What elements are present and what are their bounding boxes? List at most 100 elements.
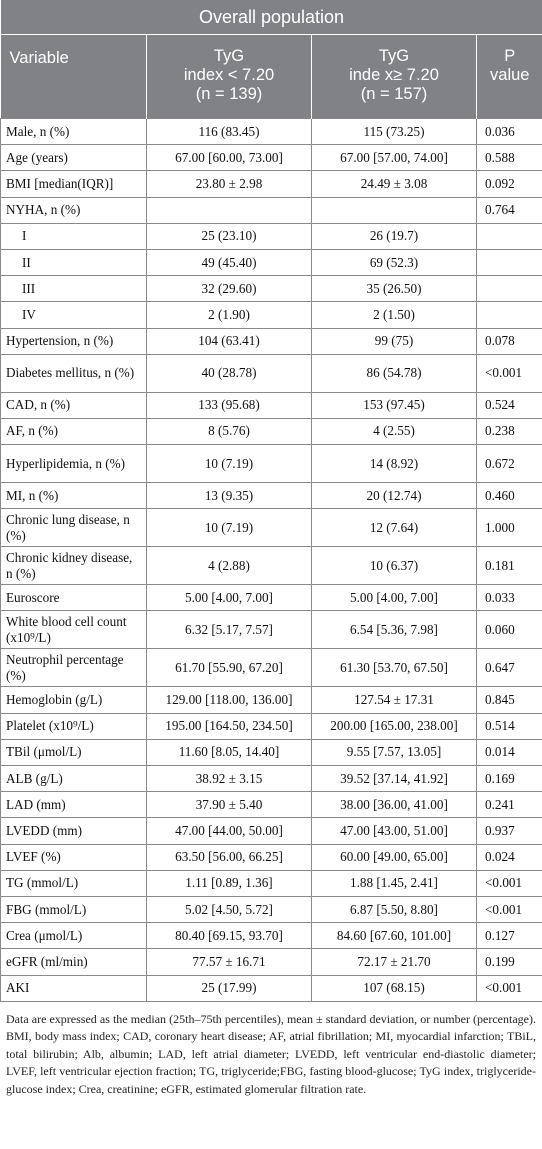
table-row: Diabetes mellitus, n (%) 40 (28.78) 86 (54… bbox=[0, 353, 542, 393]
table-row: Platelet (x10⁹/L) 195.00 [164.50, 234.50]… bbox=[0, 712, 542, 740]
cell-p-value: 0.241 bbox=[475, 791, 542, 819]
cell-variable: Neutrophil percentage (%) bbox=[0, 648, 147, 688]
cell-group-high: 127.54 ± 17.31 bbox=[311, 686, 477, 714]
cell-p-value: 0.845 bbox=[475, 686, 542, 714]
cell-variable: CAD, n (%) bbox=[0, 391, 147, 419]
cell-group-low: 116 (83.45) bbox=[146, 117, 312, 146]
cell-group-high: 69 (52.3) bbox=[311, 248, 477, 277]
table-row: TBil (μmol/L) 11.60 [8.05, 14.40] 9.55 [7.… bbox=[0, 738, 542, 767]
table-row: MI, n (%) 13 (9.35) 20 (12.74) 0.460 bbox=[0, 482, 542, 510]
cell-group-low: 5.02 [4.50, 5.72] bbox=[146, 895, 312, 924]
cell-group-low: 25 (17.99) bbox=[146, 974, 312, 1002]
cell-variable: Chronic lung disease, n (%) bbox=[0, 508, 147, 548]
cell-variable: LAD (mm) bbox=[0, 791, 147, 819]
cell-group-low: 49 (45.40) bbox=[146, 248, 312, 277]
header-variable: Variable bbox=[0, 34, 147, 119]
table-row: Chronic kidney disease, n (%) 4 (2.88) 10 … bbox=[0, 546, 542, 586]
cell-group-low: 5.00 [4.00, 7.00] bbox=[146, 584, 312, 612]
table-title: Overall population bbox=[0, 0, 542, 35]
cell-group-low: 8 (5.76) bbox=[146, 417, 312, 446]
cell-p-value: 0.036 bbox=[475, 117, 542, 146]
header-group-low: TyG index < 7.20 (n = 139) bbox=[146, 34, 312, 119]
table-body: Male, n (%) 116 (83.45) 115 (73.25) 0.036 Ag… bbox=[0, 117, 542, 1002]
header-group-high: TyG inde x≥ 7.20 (n = 157) bbox=[311, 34, 477, 119]
cell-variable: Chronic kidney disease, n (%) bbox=[0, 546, 147, 586]
cell-p-value bbox=[475, 248, 542, 277]
header-p-value: P value bbox=[475, 34, 542, 119]
header-group-high-line1: TyG bbox=[378, 47, 410, 65]
cell-p-value: 0.181 bbox=[475, 546, 542, 586]
table-row: Hemoglobin (g/L) 129.00 [118.00, 136.00] 1… bbox=[0, 686, 542, 714]
table-row: White blood cell count (x10⁹/L) 6.32 [5.1… bbox=[0, 610, 542, 650]
cell-group-low: 104 (63.41) bbox=[146, 327, 312, 355]
header-group-low-line1: TyG bbox=[213, 47, 245, 65]
table-row: TG (mmol/L) 1.11 [0.89, 1.36] 1.88 [1.45, … bbox=[0, 869, 542, 897]
table-row: Crea (μmol/L) 80.40 [69.15, 93.70] 84.60 [… bbox=[0, 922, 542, 950]
cell-p-value: <0.001 bbox=[475, 895, 542, 924]
cell-p-value: 1.000 bbox=[475, 508, 542, 548]
table-row: AKI 25 (17.99) 107 (68.15) <0.001 bbox=[0, 974, 542, 1002]
cell-group-low: 23.80 ± 2.98 bbox=[146, 170, 312, 198]
cell-group-low: 38.92 ± 3.15 bbox=[146, 764, 312, 793]
table-row: Chronic lung disease, n (%) 10 (7.19) 12 (… bbox=[0, 508, 542, 548]
cell-group-low: 61.70 [55.90, 67.20] bbox=[146, 648, 312, 688]
cell-p-value: 0.672 bbox=[475, 444, 542, 484]
cell-variable: Crea (μmol/L) bbox=[0, 922, 147, 950]
table-row: Hyperlipidemia, n (%) 10 (7.19) 14 (8.92) 0… bbox=[0, 444, 542, 484]
table-row: II 49 (45.40) 69 (52.3) bbox=[0, 248, 542, 277]
cell-variable: IV bbox=[0, 301, 147, 329]
table-row: eGFR (ml/min) 77.57 ± 16.71 72.17 ± 21.70 0… bbox=[0, 948, 542, 976]
cell-group-low: 133 (95.68) bbox=[146, 391, 312, 419]
table-row: I 25 (23.10) 26 (19.7) bbox=[0, 222, 542, 250]
cell-variable: Euroscore bbox=[0, 584, 147, 612]
cell-p-value: 0.524 bbox=[475, 391, 542, 419]
cell-p-value: 0.199 bbox=[475, 948, 542, 976]
cell-variable: LVEF (%) bbox=[0, 843, 147, 871]
cell-group-high: 24.49 ± 3.08 bbox=[311, 170, 477, 198]
cell-group-low: 2 (1.90) bbox=[146, 301, 312, 329]
cell-p-value: 0.014 bbox=[475, 738, 542, 767]
cell-p-value: <0.001 bbox=[475, 869, 542, 897]
table-title-row: Overall population bbox=[0, 0, 542, 35]
table-footnote: Data are expressed as the median (25th–7… bbox=[6, 1011, 536, 1096]
cell-group-high: 10 (6.37) bbox=[311, 546, 477, 586]
table-row: III 32 (29.60) 35 (26.50) bbox=[0, 275, 542, 303]
cell-variable: LVEDD (mm) bbox=[0, 817, 147, 845]
cell-group-low: 80.40 [69.15, 93.70] bbox=[146, 922, 312, 950]
cell-group-high: 12 (7.64) bbox=[311, 508, 477, 548]
cell-variable: III bbox=[0, 275, 147, 303]
cell-group-high bbox=[311, 196, 477, 224]
cell-group-high: 9.55 [7.57, 13.05] bbox=[311, 738, 477, 767]
table-row: Age (years) 67.00 [60.00, 73.00] 67.00 [57… bbox=[0, 144, 542, 172]
cell-group-high: 72.17 ± 21.70 bbox=[311, 948, 477, 976]
cell-group-high: 6.87 [5.50, 8.80] bbox=[311, 895, 477, 924]
cell-group-high: 20 (12.74) bbox=[311, 482, 477, 510]
cell-p-value: 0.092 bbox=[475, 170, 542, 198]
table-row: LAD (mm) 37.90 ± 5.40 38.00 [36.00, 41.00]… bbox=[0, 791, 542, 819]
cell-group-low: 1.11 [0.89, 1.36] bbox=[146, 869, 312, 897]
cell-variable: AF, n (%) bbox=[0, 417, 147, 446]
cell-variable: II bbox=[0, 248, 147, 277]
cell-group-high: 26 (19.7) bbox=[311, 222, 477, 250]
cell-group-low: 11.60 [8.05, 14.40] bbox=[146, 738, 312, 767]
cell-group-low: 47.00 [44.00, 50.00] bbox=[146, 817, 312, 845]
cell-group-high: 99 (75) bbox=[311, 327, 477, 355]
cell-group-high: 107 (68.15) bbox=[311, 974, 477, 1002]
cell-group-high: 60.00 [49.00, 65.00] bbox=[311, 843, 477, 871]
cell-group-high: 6.54 [5.36, 7.98] bbox=[311, 610, 477, 650]
table-row: Hypertension, n (%) 104 (63.41) 99 (75) 0.0… bbox=[0, 327, 542, 355]
cell-group-high: 14 (8.92) bbox=[311, 444, 477, 484]
cell-group-low: 195.00 [164.50, 234.50] bbox=[146, 712, 312, 740]
cell-variable: I bbox=[0, 222, 147, 250]
cell-variable: Hyperlipidemia, n (%) bbox=[0, 444, 147, 484]
cell-variable: TG (mmol/L) bbox=[0, 869, 147, 897]
cell-p-value: 0.937 bbox=[475, 817, 542, 845]
cell-p-value bbox=[475, 275, 542, 303]
header-p-line1: P bbox=[504, 47, 516, 65]
table-row: Euroscore 5.00 [4.00, 7.00] 5.00 [4.00, 7.… bbox=[0, 584, 542, 612]
cell-p-value: 0.460 bbox=[475, 482, 542, 510]
cell-group-high: 47.00 [43.00, 51.00] bbox=[311, 817, 477, 845]
cell-variable: BMI [median(IQR)] bbox=[0, 170, 147, 198]
cell-group-high: 4 (2.55) bbox=[311, 417, 477, 446]
cell-group-low: 32 (29.60) bbox=[146, 275, 312, 303]
